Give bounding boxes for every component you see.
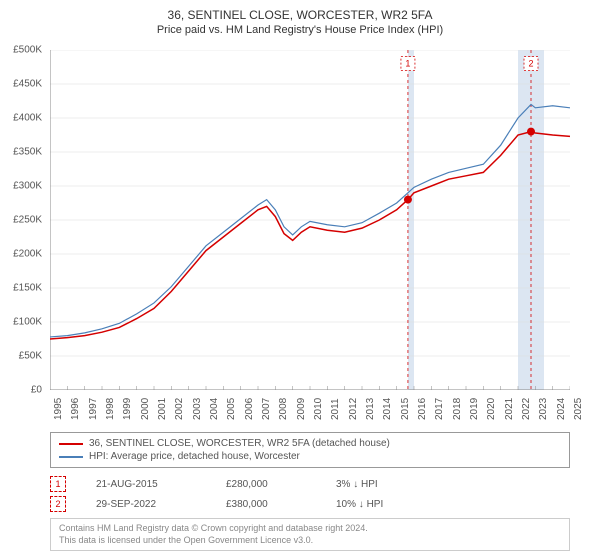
x-axis-label: 2007	[261, 398, 272, 420]
y-axis-label: £100K	[13, 317, 42, 328]
y-axis-label: £300K	[13, 181, 42, 192]
chart-container: 36, SENTINEL CLOSE, WORCESTER, WR2 5FA P…	[0, 0, 600, 560]
svg-text:1: 1	[405, 59, 410, 69]
x-axis-label: 2004	[209, 398, 220, 420]
x-axis-label: 2021	[504, 398, 515, 420]
sale-marker: 1	[50, 476, 66, 492]
legend-label: 36, SENTINEL CLOSE, WORCESTER, WR2 5FA (…	[89, 438, 390, 449]
x-axis-label: 2024	[556, 398, 567, 420]
footer: Contains HM Land Registry data © Crown c…	[50, 518, 570, 551]
x-axis-label: 2000	[140, 398, 151, 420]
x-axis-label: 2010	[313, 398, 324, 420]
y-axis-label: £0	[31, 385, 42, 396]
page-title: 36, SENTINEL CLOSE, WORCESTER, WR2 5FA	[0, 0, 600, 22]
plot-svg: 12	[50, 50, 570, 390]
x-axis-label: 2022	[521, 398, 532, 420]
legend-swatch	[59, 443, 83, 445]
sale-marker: 2	[50, 496, 66, 512]
x-axis-label: 2003	[192, 398, 203, 420]
sale-row: 1 21-AUG-2015 £280,000 3% ↓ HPI	[50, 474, 570, 494]
sale-date: 29-SEP-2022	[96, 499, 196, 510]
sale-price: £380,000	[226, 499, 306, 510]
x-axis-label: 2008	[278, 398, 289, 420]
sales-table: 1 21-AUG-2015 £280,000 3% ↓ HPI 2 29-SEP-2022…	[50, 474, 570, 514]
y-axis: £0£50K£100K£150K£200K£250K£300K£350K£400…	[0, 50, 46, 390]
x-axis-label: 1995	[53, 398, 64, 420]
y-axis-label: £50K	[19, 351, 42, 362]
x-axis-label: 2001	[157, 398, 168, 420]
x-axis-label: 2013	[365, 398, 376, 420]
x-axis-label: 2018	[452, 398, 463, 420]
sale-delta: 3% ↓ HPI	[336, 479, 436, 490]
x-axis-label: 2019	[469, 398, 480, 420]
y-axis-label: £450K	[13, 79, 42, 90]
x-axis-label: 2020	[486, 398, 497, 420]
x-axis-label: 2023	[538, 398, 549, 420]
sale-delta: 10% ↓ HPI	[336, 499, 436, 510]
x-axis-label: 2006	[244, 398, 255, 420]
svg-text:2: 2	[528, 59, 533, 69]
x-axis: 1995 1996 1997 1998 1999 2000 2001 2002 2003 2004…	[50, 392, 570, 432]
chart-area: 12	[50, 50, 570, 390]
x-axis-label: 2014	[382, 398, 393, 420]
y-axis-label: £400K	[13, 113, 42, 124]
y-axis-label: £150K	[13, 283, 42, 294]
x-axis-label: 2017	[434, 398, 445, 420]
y-axis-label: £350K	[13, 147, 42, 158]
x-axis-label: 2012	[348, 398, 359, 420]
legend-item: HPI: Average price, detached house, Worc…	[59, 450, 561, 463]
page-subtitle: Price paid vs. HM Land Registry's House …	[0, 22, 600, 36]
sale-row: 2 29-SEP-2022 £380,000 10% ↓ HPI	[50, 494, 570, 514]
x-axis-label: 2005	[226, 398, 237, 420]
x-axis-label: 2025	[573, 398, 584, 420]
legend-label: HPI: Average price, detached house, Worc…	[89, 451, 300, 462]
y-axis-label: £200K	[13, 249, 42, 260]
x-axis-label: 1996	[70, 398, 81, 420]
footer-line-1: Contains HM Land Registry data © Crown c…	[59, 523, 561, 535]
x-axis-label: 2009	[296, 398, 307, 420]
x-axis-label: 1998	[105, 398, 116, 420]
sale-price: £280,000	[226, 479, 306, 490]
y-axis-label: £500K	[13, 45, 42, 56]
x-axis-label: 2011	[330, 398, 341, 420]
sale-date: 21-AUG-2015	[96, 479, 196, 490]
y-axis-label: £250K	[13, 215, 42, 226]
legend-item: 36, SENTINEL CLOSE, WORCESTER, WR2 5FA (…	[59, 437, 561, 450]
footer-line-2: This data is licensed under the Open Gov…	[59, 535, 561, 547]
legend-swatch	[59, 456, 83, 458]
x-axis-label: 2002	[174, 398, 185, 420]
legend: 36, SENTINEL CLOSE, WORCESTER, WR2 5FA (…	[50, 432, 570, 468]
x-axis-label: 2016	[417, 398, 428, 420]
x-axis-label: 1999	[122, 398, 133, 420]
x-axis-label: 2015	[400, 398, 411, 420]
x-axis-label: 1997	[88, 398, 99, 420]
